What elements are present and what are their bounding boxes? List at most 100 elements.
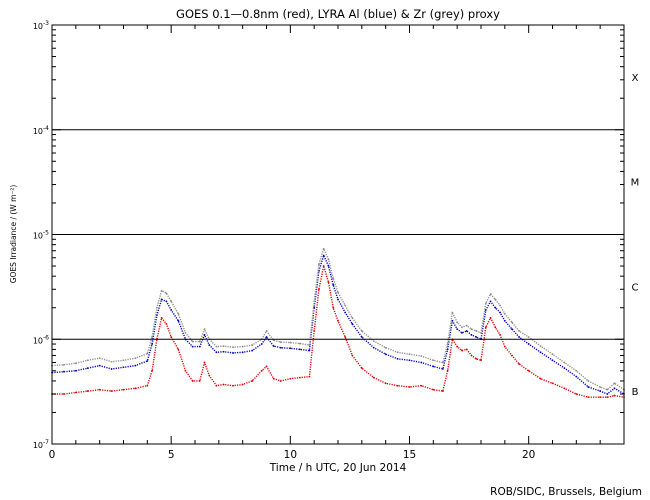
series-2-point [151,336,154,338]
series-2-point [527,336,530,338]
series-2-point [222,345,225,348]
series-0-point [475,357,478,360]
series-2-point [232,346,235,349]
series-0-point [110,390,113,392]
series-1-point [232,352,235,354]
series-1-point [384,353,387,356]
series-2-point [489,293,492,295]
x-axis-label: Time / h UTC, 20 Jun 2014 [269,462,407,474]
credit-text: ROB/SIDC, Brussels, Belgium [490,486,642,498]
series-1-point [456,328,459,330]
series-1-point [344,311,347,314]
series-2-point [446,343,449,345]
series-1-point [308,349,311,352]
series-2-point [408,353,411,356]
series-0-point [441,390,444,392]
series-1-point [122,366,125,369]
series-2-point [215,345,218,348]
series-2-point [332,277,335,280]
series-1-point [360,336,363,338]
series-1-point [146,360,149,362]
series-2-point [396,351,399,354]
y-tick-label: 10-5 [33,230,49,241]
series-1-point [489,300,492,303]
series-0-point [232,384,235,387]
series-0-point [456,345,459,348]
series-1-point [587,386,590,388]
series-1-point [327,265,330,267]
series-0-point [63,393,65,395]
series-0-point [446,369,449,372]
series-2-point [539,345,542,348]
series-2-point [313,300,316,303]
series-2-point [322,247,325,250]
series-2-point [165,292,168,295]
series-0-point [222,383,225,386]
series-1-point [151,343,154,345]
y-axis-label: GOES Irradiance / (W m⁻²) [9,185,18,284]
series-1-point [499,311,501,314]
series-1-point [408,359,411,362]
chart-title: GOES 0.1—0.8nm (red), LYRA Al (blue) & Z… [176,7,500,21]
series-1-point [551,359,554,362]
x-tick-label: 15 [403,449,416,461]
flare-class-label-x: X [632,73,639,84]
series-1-point [289,347,292,350]
series-1-point [322,254,325,257]
series-2-point [344,304,347,307]
series-2-point [451,311,454,314]
series-0-point [527,369,530,372]
series-0-point [420,384,423,387]
series-2-point [122,359,125,362]
flare-class-label-m: M [631,178,640,189]
series-0-point [499,334,501,336]
series-0-point [613,394,616,397]
series-0-point [461,349,463,352]
series-1-point [475,336,478,338]
series-2-point [551,353,554,356]
series-1-point [298,348,301,351]
series-0-point [432,388,435,391]
series-0-point [518,363,521,365]
series-1-point [518,336,521,338]
x-tick-label: 0 [49,449,56,461]
series-0-point [203,361,206,364]
series-2-point [456,321,459,324]
series-0-point [551,382,554,385]
series-1-point [446,348,449,351]
series-2-point [146,352,149,355]
series-1-point [208,344,211,346]
series-1-point [272,345,275,348]
series-1-point [465,330,468,332]
series-1-point [396,357,399,360]
series-0-point [177,348,180,351]
y-tick-label: 10-4 [33,125,49,136]
series-0-point [279,380,282,382]
series-2-point [298,342,301,345]
series-2-point [465,324,468,327]
x-tick-label: 20 [522,449,535,461]
series-2-point [484,302,487,305]
series-2-point [351,316,354,319]
series-2-point [384,346,387,349]
series-0-point [308,375,311,378]
series-1-point [86,367,89,370]
series-2-point [308,344,311,346]
series-0-point [396,384,399,387]
series-1-point [337,298,339,301]
series-2-point [198,340,201,343]
series-2-point [518,330,521,332]
series-1-point [134,364,137,367]
series-1-point [432,365,435,368]
series-0-point [198,380,201,382]
series-2-point [575,369,578,372]
series-2-point [251,344,254,346]
series-1-point [279,346,282,349]
series-2-point [587,380,590,382]
series-0-point [151,369,154,372]
series-2-point [337,291,339,294]
series-0-point [289,377,292,380]
series-1-point [606,393,609,395]
series-0-point [539,377,542,380]
series-0-point [563,387,566,390]
